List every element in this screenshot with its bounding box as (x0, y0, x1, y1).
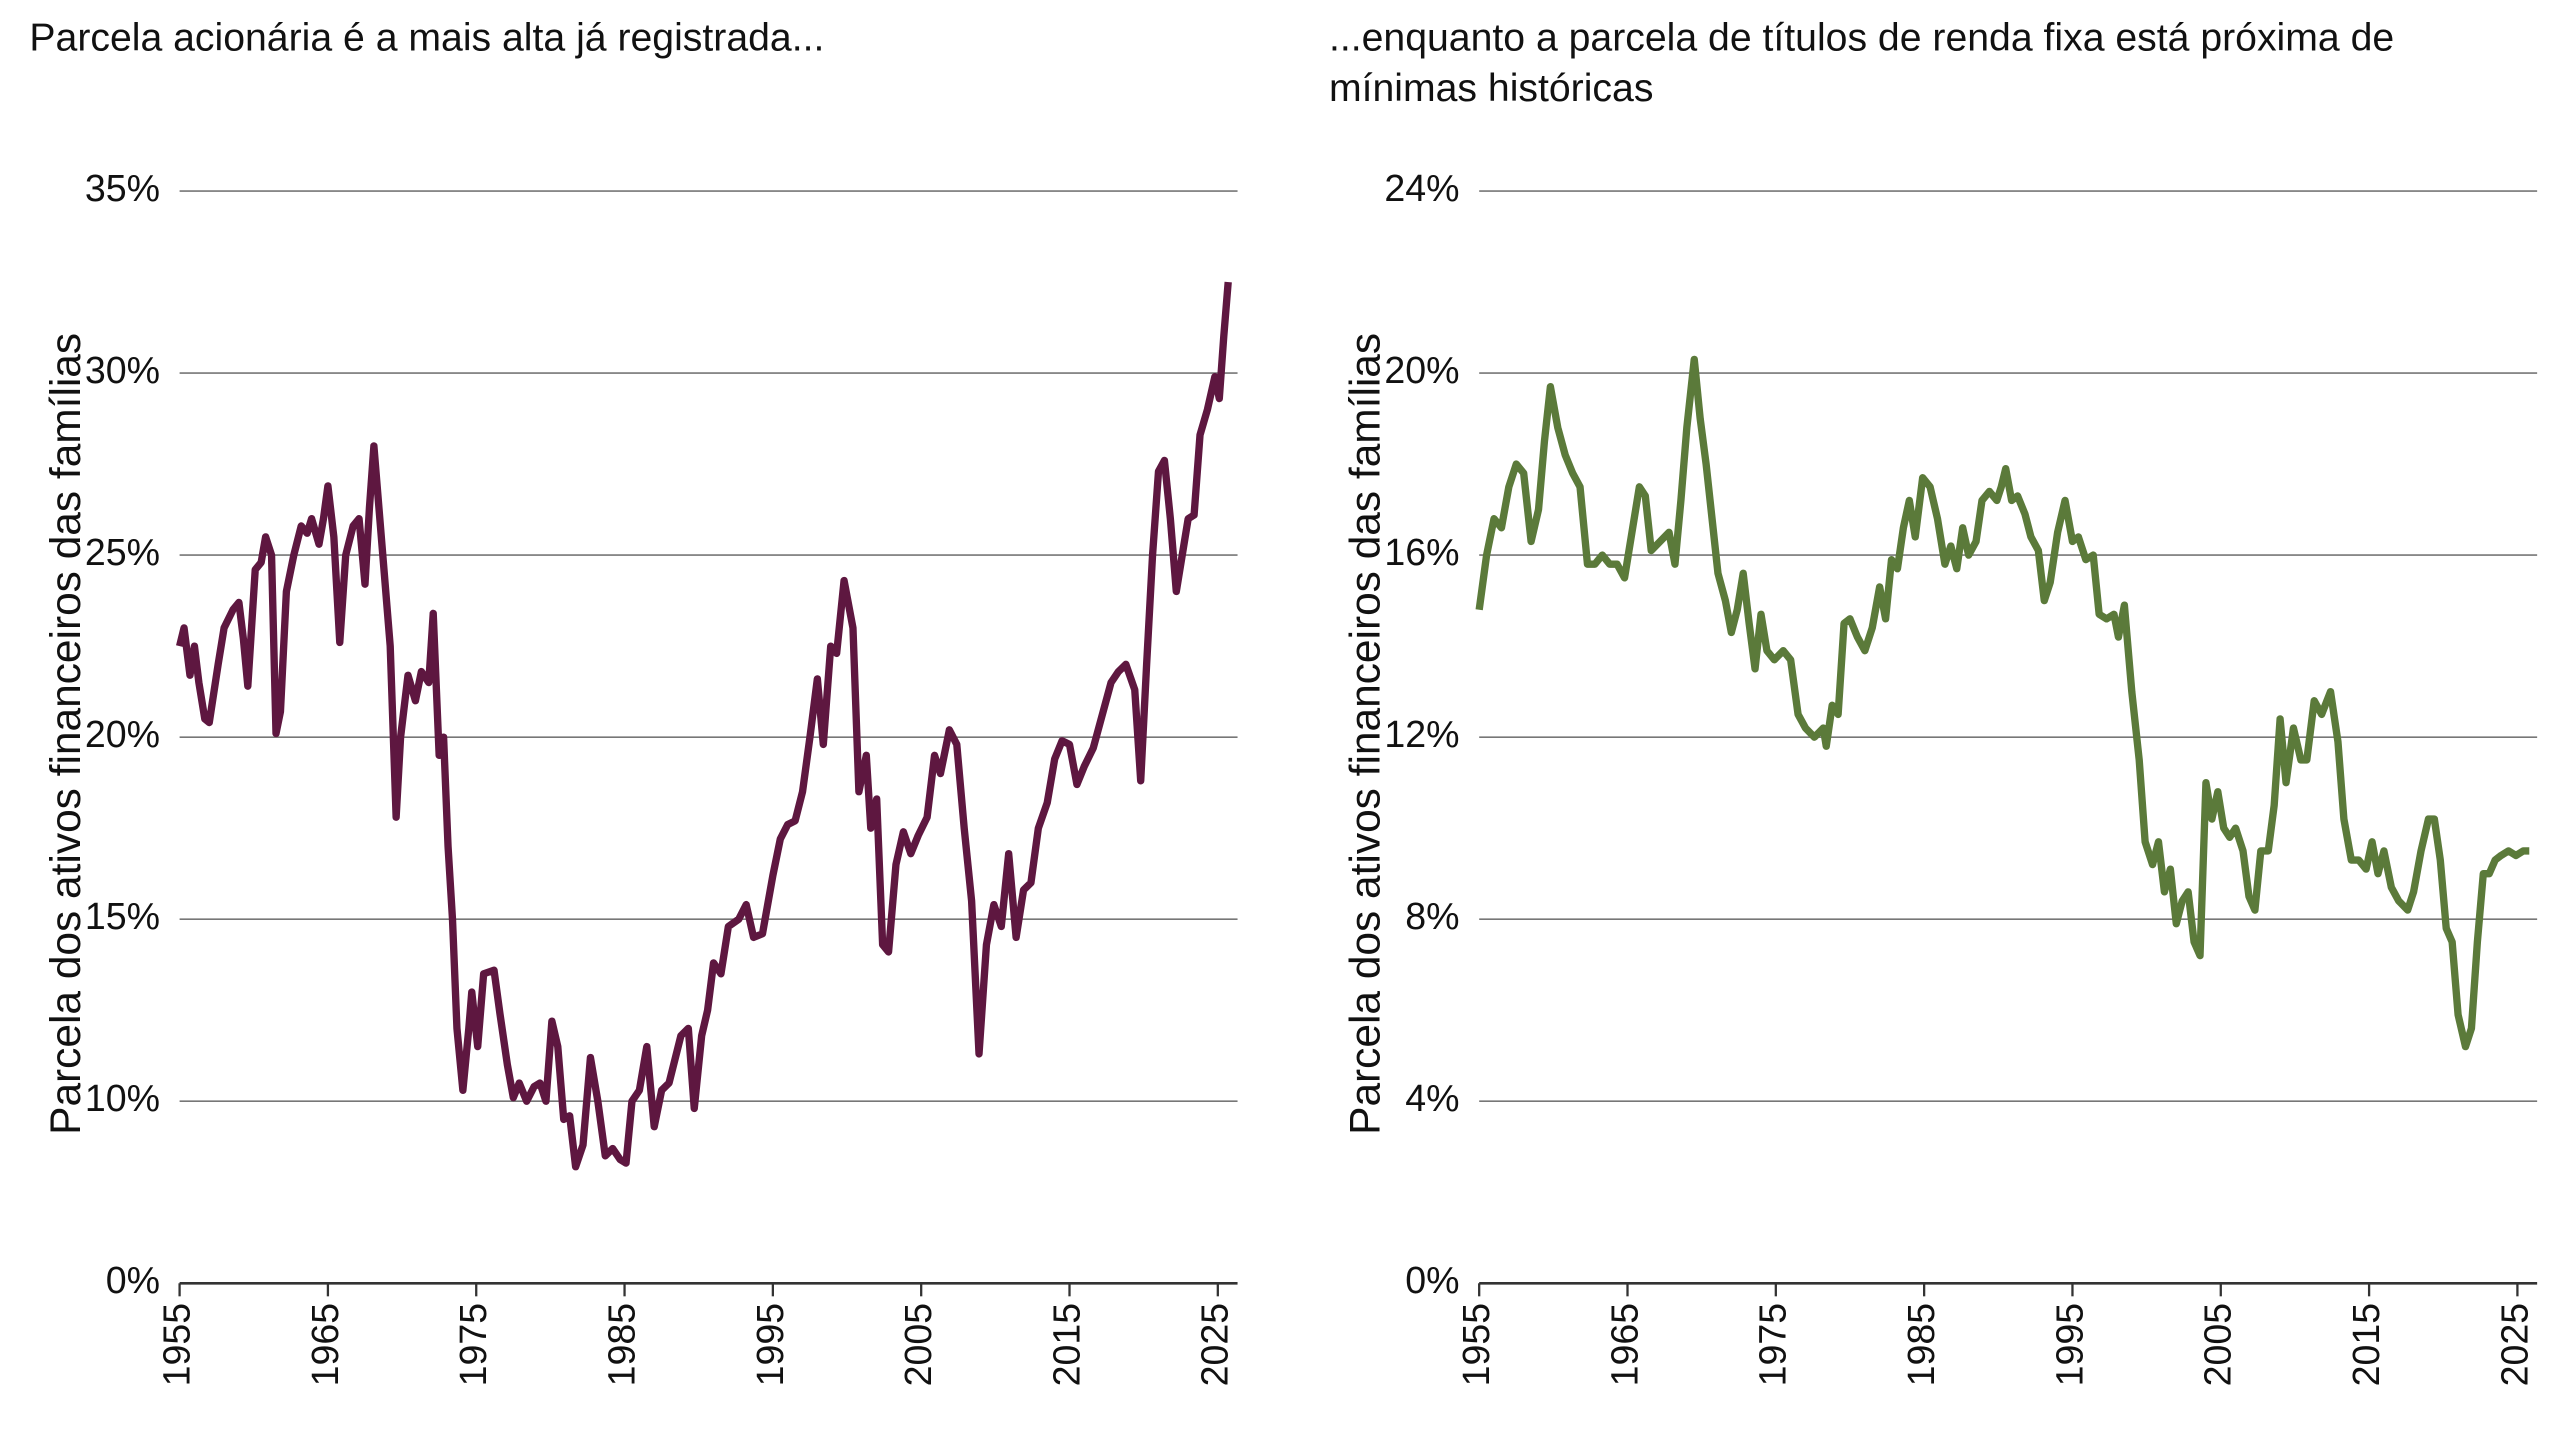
x-tick-label: 2025 (1194, 1303, 1236, 1387)
y-tick-label: 20% (1384, 349, 1459, 391)
y-tick-label: 0% (106, 1259, 160, 1301)
data-line (176, 281, 1232, 1171)
x-tick-label: 1985 (1900, 1303, 1942, 1387)
y-tick-label: 30% (85, 349, 160, 391)
chart-title-box: Parcela acionária é a mais alta já regis… (29, 16, 825, 61)
y-tick-label: 4% (1405, 1077, 1459, 1119)
x-tick-label: 1955 (1455, 1303, 1497, 1387)
x-tick-label: 2005 (2197, 1303, 2239, 1387)
x-tick-label: 1965 (304, 1303, 346, 1387)
y-axis-label: Parcela dos ativos financeiros das famíl… (1341, 333, 1388, 1135)
y-tick-label: 24% (1384, 167, 1459, 209)
y-tick-label: 20% (85, 713, 160, 755)
y-tick-label: 35% (85, 167, 160, 209)
y-tick-label: 15% (85, 895, 160, 937)
y-tick-label: 8% (1405, 895, 1459, 937)
x-tick-label: 1995 (749, 1303, 791, 1387)
y-tick-label: 10% (85, 1077, 160, 1119)
x-tick-label: 2005 (897, 1303, 939, 1387)
y-tick-label: 16% (1384, 531, 1459, 573)
x-tick-label: 2015 (2345, 1303, 2387, 1387)
chart-title: ...enquanto a parcela de títulos de rend… (1328, 16, 2395, 112)
y-axis-label: Parcela dos ativos financeiros das famíl… (42, 333, 89, 1135)
chart-title-box: ...enquanto a parcela de títulos de rend… (1328, 16, 2395, 112)
x-tick-label: 1965 (1603, 1303, 1645, 1387)
x-tick-label: 1985 (600, 1303, 642, 1387)
x-tick-label: 1975 (452, 1303, 494, 1387)
y-tick-label: 25% (85, 531, 160, 573)
x-tick-label: 1955 (156, 1303, 198, 1387)
chart-title: Parcela acionária é a mais alta já regis… (29, 16, 825, 61)
data-line (1475, 355, 2530, 1051)
x-tick-label: 1975 (1752, 1303, 1794, 1387)
x-tick-label: 2025 (2493, 1303, 2535, 1387)
y-tick-label: 0% (1405, 1259, 1459, 1301)
y-tick-label: 12% (1384, 713, 1459, 755)
x-tick-label: 1995 (2048, 1303, 2090, 1387)
x-tick-label: 2015 (1045, 1303, 1087, 1387)
